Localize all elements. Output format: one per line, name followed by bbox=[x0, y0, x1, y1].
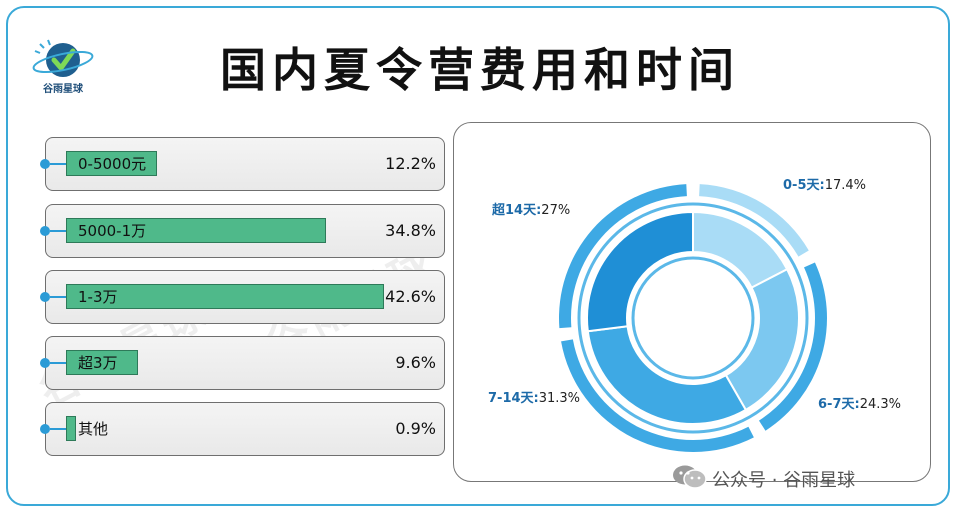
bar bbox=[66, 350, 138, 375]
bar-value-label: 12.2% bbox=[385, 154, 436, 173]
donut-slice-label: 6-7天:24.3% bbox=[818, 397, 901, 413]
bullet-dot bbox=[40, 159, 50, 169]
bar-row: 5000-1万 34.8% bbox=[40, 204, 445, 258]
bullet-line bbox=[50, 428, 66, 430]
bar-row: 其他 0.9% bbox=[40, 402, 445, 456]
bar-row: 1-3万 42.6% bbox=[40, 270, 445, 324]
bar bbox=[66, 218, 326, 243]
bar-category-label: 5000-1万 bbox=[78, 222, 147, 240]
chart-title: 国内夏令营费用和时间 bbox=[220, 43, 740, 97]
bullet-line bbox=[50, 230, 66, 232]
outer-arc bbox=[561, 339, 754, 452]
donut-slice-label: 超14天:27% bbox=[492, 203, 570, 219]
slice-value: 24.3% bbox=[859, 397, 901, 412]
donut-slice-label: 7-14天:31.3% bbox=[488, 391, 580, 407]
globe-check-icon bbox=[32, 39, 94, 77]
bar-row: 0-5000元 12.2% bbox=[40, 137, 445, 191]
logo-text: 谷雨星球 bbox=[43, 84, 83, 95]
bar-category-label: 1-3万 bbox=[78, 288, 118, 306]
bullet-dot bbox=[40, 292, 50, 302]
slice-category: 7-14天: bbox=[488, 391, 539, 406]
footer-text: 公众号 · 谷雨星球 bbox=[712, 470, 856, 491]
bar-category-label: 0-5000元 bbox=[78, 155, 147, 173]
bullet-dot bbox=[40, 226, 50, 236]
donut-slice-label: 0-5天:17.4% bbox=[783, 178, 866, 194]
outer-arc bbox=[758, 262, 827, 431]
bar-value-label: 9.6% bbox=[395, 353, 436, 372]
bar-category-label: 其他 bbox=[78, 420, 109, 438]
bar-value-label: 34.8% bbox=[385, 221, 436, 240]
wechat-icon bbox=[673, 465, 707, 489]
bullet-line bbox=[50, 362, 66, 364]
slice-value: 27% bbox=[541, 203, 571, 218]
bar-row: 超3万 9.6% bbox=[40, 336, 445, 390]
slice-category: 0-5天: bbox=[783, 178, 825, 193]
donut-slice bbox=[586, 325, 748, 425]
slice-value: 31.3% bbox=[538, 391, 581, 406]
slice-category: 6-7天: bbox=[818, 397, 860, 412]
bullet-dot bbox=[40, 358, 50, 368]
slice-value: 17.4% bbox=[824, 178, 866, 193]
bar-value-label: 42.6% bbox=[385, 287, 436, 306]
donut-slice bbox=[586, 210, 694, 333]
bar bbox=[66, 151, 158, 176]
bullet-dot bbox=[40, 424, 50, 434]
bar-value-label: 0.9% bbox=[395, 419, 436, 438]
bullet-line bbox=[50, 163, 66, 165]
bullet-line bbox=[50, 296, 66, 298]
bar bbox=[66, 284, 384, 309]
bar bbox=[66, 416, 76, 441]
donut-outline bbox=[577, 202, 809, 434]
outer-arc bbox=[559, 184, 687, 329]
slice-category: 超14天: bbox=[492, 203, 542, 218]
donut-hole bbox=[631, 256, 755, 380]
bar-category-label: 超3万 bbox=[78, 354, 118, 372]
donut-chart bbox=[559, 184, 827, 452]
outer-arc bbox=[699, 184, 809, 257]
